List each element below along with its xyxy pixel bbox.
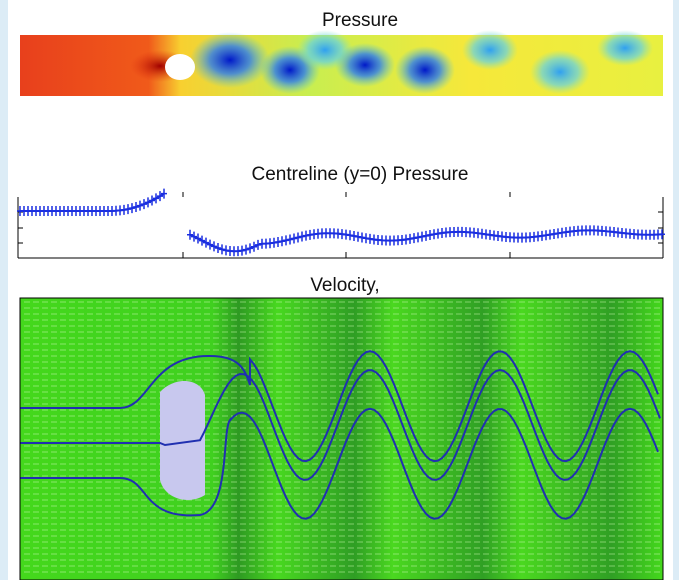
figure: Pressure Centreline (y=0) Pressure Veloc… [0, 0, 679, 580]
velocity-field [20, 298, 663, 580]
panel-title: Pressure [322, 10, 398, 31]
panel-title: Velocity, [310, 275, 379, 296]
panel-title: Centreline (y=0) Pressure [251, 164, 468, 185]
pressure-field [20, 30, 663, 96]
